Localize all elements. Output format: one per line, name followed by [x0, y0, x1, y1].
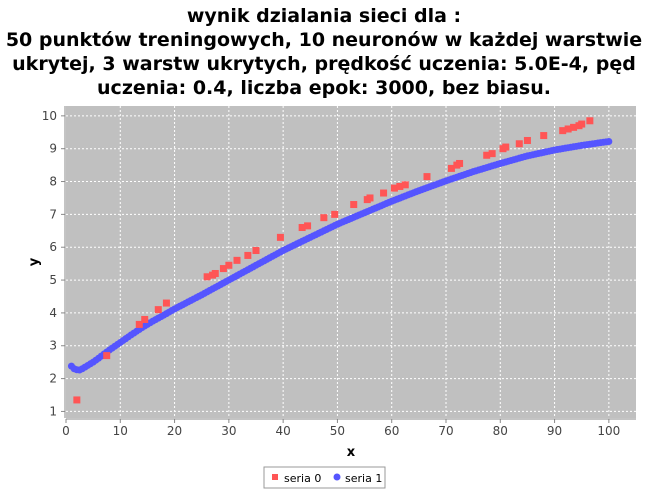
series-0-point [73, 396, 81, 404]
series-0-point [578, 120, 586, 128]
series-0-point [304, 222, 312, 230]
grid [66, 106, 636, 418]
series-0-point [141, 315, 149, 323]
x-tick-label: 100 [597, 424, 620, 438]
series-0-point [211, 269, 219, 277]
series-0-point [225, 261, 233, 269]
x-tick-label: 70 [438, 424, 453, 438]
y-tick-label: 9 [49, 142, 57, 156]
legend-label-seria-0: seria 0 [284, 472, 321, 485]
series-0-point [350, 201, 358, 209]
series-0-point [515, 140, 523, 148]
y-tick-label: 7 [49, 207, 57, 221]
chart-title: wynik dzialania sieci dla : 50 punktów t… [6, 5, 642, 99]
x-tick-label: 60 [384, 424, 399, 438]
series-0-point [559, 127, 567, 135]
y-tick-label: 1 [49, 404, 57, 418]
legend: seria 0 seria 1 [263, 466, 386, 489]
x-tick-label: 50 [330, 424, 345, 438]
series-0-point [401, 181, 409, 189]
y-tick-label: 3 [49, 339, 57, 353]
series-0-point [502, 143, 510, 151]
series-0-point [483, 151, 491, 159]
title-line-4: uczenia: 0.4, liczba epok: 3000, bez bia… [97, 77, 551, 99]
series-0-point [390, 184, 398, 192]
plot-area [66, 106, 636, 418]
series-0-point [233, 256, 241, 264]
y-tick-label: 8 [49, 175, 57, 189]
series-0-point [135, 320, 143, 328]
series-0-point [162, 299, 170, 307]
series-0-point [366, 194, 374, 202]
y-tick-label: 5 [49, 273, 57, 287]
series-0-point [540, 132, 548, 140]
series-0-point [154, 306, 162, 314]
x-axis-label: x [347, 445, 356, 460]
series-0-point [244, 251, 252, 259]
series-0-point [252, 247, 260, 255]
series-1-point [605, 137, 613, 145]
series-0-point [447, 164, 455, 172]
x-tick-label: 10 [113, 424, 128, 438]
series-0-point [331, 210, 339, 218]
y-tick-label: 4 [49, 306, 57, 320]
y-tick-label: 2 [49, 372, 57, 386]
axes [64, 106, 636, 420]
y-axis-label: y [27, 257, 42, 266]
legend-box [263, 466, 386, 489]
x-tick-label: 80 [493, 424, 508, 438]
legend-marker-seria-0 [272, 474, 278, 480]
x-tick-label: 40 [276, 424, 291, 438]
title-line-2: 50 punktów treningowych, 10 neuronów w k… [6, 29, 642, 51]
series-0-point [523, 136, 531, 144]
series-0-point [456, 159, 464, 167]
legend-marker-seria-1 [333, 473, 341, 481]
y-tick-label: 6 [49, 240, 57, 254]
y-tick-label: 10 [42, 109, 57, 123]
x-tick-label: 90 [547, 424, 562, 438]
series-0-point [488, 150, 496, 158]
series-0-point [203, 273, 211, 281]
series-0-point [298, 224, 306, 232]
series-0-point [396, 182, 404, 190]
series-0-point [570, 123, 578, 131]
series-marks [67, 117, 613, 404]
tick-labels: 0 10 20 30 40 50 60 70 80 90 100 1 2 3 4 5 6 7 8 9 10 [42, 109, 621, 438]
series-0-point [423, 173, 431, 181]
title-line-1: wynik dzialania sieci dla : [187, 5, 461, 27]
title-line-3: ukrytej, 3 warstw ukrytych, prędkość ucz… [12, 53, 636, 75]
legend-label-seria-1: seria 1 [345, 472, 382, 485]
x-tick-label: 0 [62, 424, 70, 438]
series-0-point [564, 125, 572, 133]
series-0-point [219, 265, 227, 273]
x-tick-label: 20 [167, 424, 182, 438]
series-0-point [320, 214, 328, 222]
series-0-point [380, 189, 388, 197]
series-0-point [276, 233, 284, 241]
x-tick-label: 30 [221, 424, 236, 438]
series-0-point [586, 117, 594, 125]
series-0-point [103, 352, 111, 360]
